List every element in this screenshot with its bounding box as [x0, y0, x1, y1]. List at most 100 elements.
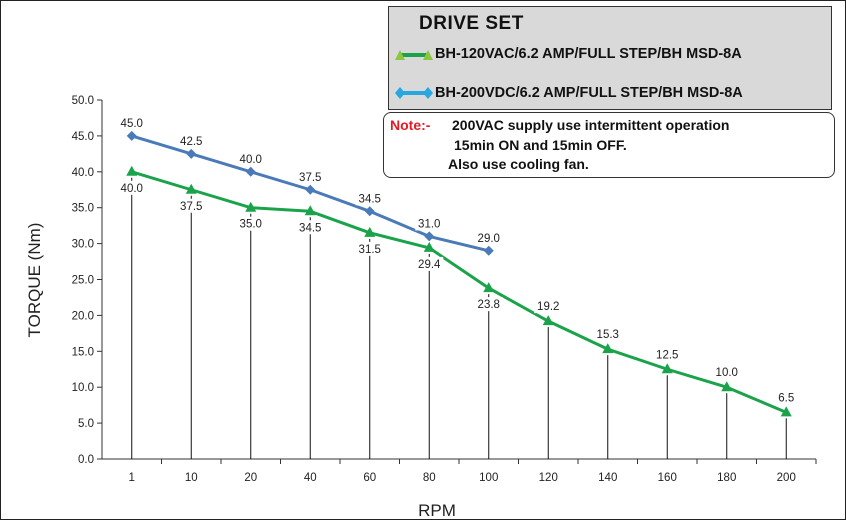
- data-label-bg: [117, 180, 146, 195]
- data-label-120vac: 34.5: [299, 222, 321, 234]
- x-tick-label: 180: [717, 472, 736, 484]
- data-label-bg: [177, 198, 206, 213]
- triangle-marker-icon: [395, 50, 405, 60]
- y-tick-label: 35.0: [72, 203, 94, 215]
- data-label-bg: [117, 115, 146, 130]
- data-label-bg: [236, 216, 265, 231]
- chart-axes: 0.0 5.0 10.0 15.0 20.0 25.0 30.0 35.0 40.0 45.0 50…: [72, 95, 817, 484]
- data-label-120vac: 10.0: [716, 367, 738, 379]
- y-tick-label: 45.0: [72, 131, 94, 143]
- y-tick-label: 0.0: [78, 454, 94, 466]
- y-tick-label: 40.0: [72, 167, 94, 179]
- legend-item-120vac: BH-120VAC/6.2 AMP/FULL STEP/BH MSD-8A: [395, 43, 742, 65]
- data-label-bg: [593, 327, 622, 342]
- x-axis-title: RPM: [418, 501, 456, 520]
- data-label-bg: [772, 390, 801, 405]
- data-label-120vac: 31.5: [359, 244, 381, 256]
- note-line-3: Also use cooling fan.: [448, 156, 589, 172]
- data-label-120vac: 12.5: [656, 349, 678, 361]
- data-label-bg: [236, 151, 265, 166]
- x-tick-label: 20: [244, 472, 257, 484]
- data-label-bg: [712, 365, 741, 380]
- data-label-200vdc: 42.5: [180, 136, 202, 148]
- data-point-200vdc: [186, 148, 197, 159]
- data-label-bg: [415, 256, 444, 271]
- data-label-bg: [653, 347, 682, 362]
- y-tick-label: 30.0: [72, 239, 94, 251]
- data-point-200vdc: [305, 184, 316, 195]
- y-tick-label: 15.0: [72, 346, 94, 358]
- data-point-120vac: [661, 363, 673, 374]
- y-tick-label: 20.0: [72, 310, 94, 322]
- data-label-120vac: 35.0: [240, 219, 262, 231]
- diamond-marker-icon: [395, 87, 405, 99]
- legend: DRIVE SET BH-120VAC/6.2 AMP/FULL STEP/BH…: [388, 6, 832, 110]
- data-point-120vac: [542, 315, 554, 326]
- data-point-120vac: [483, 282, 495, 293]
- y-tick-label: 50.0: [72, 95, 94, 107]
- data-point-120vac: [364, 226, 376, 237]
- data-label-bg: [415, 216, 444, 231]
- x-tick-label: 1: [129, 472, 135, 484]
- data-label-200vdc: 40.0: [240, 154, 262, 166]
- x-tick-label: 140: [598, 472, 617, 484]
- note-prefix: Note:-: [390, 117, 431, 133]
- data-label-200vdc: 31.0: [418, 218, 440, 230]
- data-point-120vac: [602, 343, 614, 354]
- note-line-2: 15min ON and 15min OFF.: [454, 137, 627, 153]
- triangle-marker-icon: [423, 50, 433, 60]
- diamond-marker-icon: [423, 87, 433, 99]
- data-point-120vac: [304, 205, 316, 216]
- data-point-200vdc: [126, 130, 137, 141]
- legend-label-120vac: BH-120VAC/6.2 AMP/FULL STEP/BH MSD-8A: [435, 46, 742, 62]
- x-tick-label: 60: [363, 472, 376, 484]
- data-point-120vac: [780, 406, 792, 417]
- y-tick-label: 25.0: [72, 275, 94, 287]
- data-point-120vac: [185, 183, 197, 194]
- note-line-1: 200VAC supply use intermittent operation: [452, 117, 730, 133]
- data-label-120vac: 40.0: [121, 183, 143, 195]
- data-labels: 45.0 42.5 40.0 37.5 34.5 31.0 29.0 40.0 37.5 35.0…: [117, 115, 801, 405]
- data-point-120vac: [423, 241, 435, 252]
- data-label-120vac: 6.5: [778, 392, 794, 404]
- y-tick-label: 10.0: [72, 382, 94, 394]
- drop-lines: [131, 177, 787, 459]
- note-box: Note:- 200VAC supply use intermittent op…: [383, 112, 835, 178]
- legend-swatch-200vdc: [395, 87, 433, 99]
- series-markers: [126, 130, 792, 417]
- data-label-120vac: 15.3: [597, 329, 619, 341]
- x-tick-label: 40: [304, 472, 317, 484]
- y-axis-title: TORQUE (Nm): [25, 223, 44, 338]
- data-point-200vdc: [424, 231, 435, 242]
- data-label-bg: [474, 230, 503, 245]
- x-tick-label: 10: [185, 472, 198, 484]
- data-label-120vac: 29.4: [418, 259, 441, 271]
- data-label-200vdc: 34.5: [359, 193, 381, 205]
- data-point-120vac: [721, 381, 733, 392]
- data-label-bg: [296, 169, 325, 184]
- series-line-120vac: [131, 170, 787, 414]
- data-label-200vdc: 37.5: [299, 172, 321, 184]
- data-label-bg: [177, 133, 206, 148]
- data-label-bg: [355, 241, 384, 256]
- x-tick-label: 120: [539, 472, 558, 484]
- legend-title: DRIVE SET: [419, 13, 524, 34]
- data-label-200vdc: 45.0: [121, 118, 143, 130]
- data-label-120vac: 23.8: [478, 299, 500, 311]
- legend-label-200vdc: BH-200VDC/6.2 AMP/FULL STEP/BH MSD-8A: [435, 85, 743, 101]
- data-label-bg: [296, 220, 325, 235]
- data-point-200vdc: [245, 166, 256, 177]
- y-tick-label: 5.0: [78, 418, 94, 430]
- x-tick-label: 100: [479, 472, 498, 484]
- data-point-200vdc: [364, 206, 375, 217]
- x-tick-label: 160: [658, 472, 677, 484]
- data-label-120vac: 37.5: [180, 201, 202, 213]
- data-point-200vdc: [483, 245, 494, 256]
- data-point-120vac: [126, 165, 138, 176]
- data-point-120vac: [245, 201, 257, 212]
- data-label-bg: [474, 297, 503, 312]
- x-tick-label: 80: [423, 472, 436, 484]
- x-tick-label: 200: [777, 472, 796, 484]
- data-label-200vdc: 29.0: [478, 233, 500, 245]
